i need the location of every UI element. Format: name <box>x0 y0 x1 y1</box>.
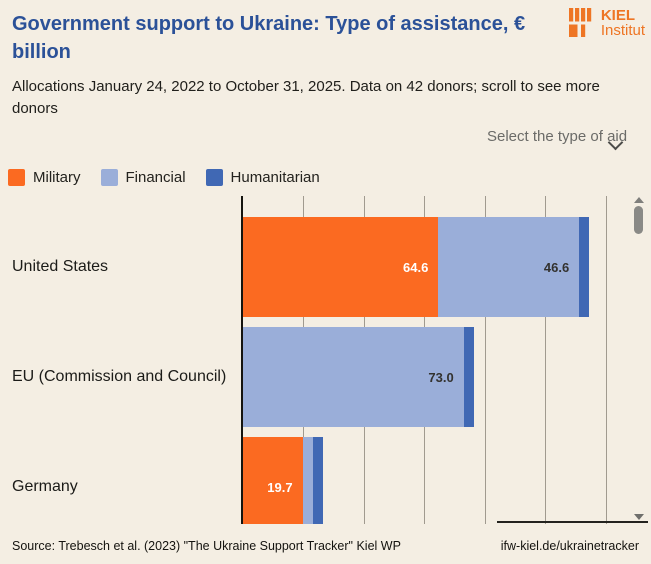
bar-row[interactable]: 19.7 <box>243 437 324 524</box>
bar-segment-humanitarian[interactable] <box>312 437 324 524</box>
gridline-80 <box>484 196 486 524</box>
bar-segment-financial[interactable]: 73.0 <box>243 327 464 427</box>
category-label: EU (Commission and Council) <box>12 368 227 385</box>
aid-type-select[interactable]: Select the type of aid <box>487 127 637 151</box>
category-labels: United States EU (Commission and Council)… <box>0 196 241 524</box>
bar-value-label: 64.6 <box>403 259 429 275</box>
legend-label: Humanitarian <box>230 169 320 186</box>
bar-segment-military[interactable]: 64.6 <box>243 217 439 317</box>
legend-label: Military <box>33 169 81 186</box>
subtitle: Allocations January 24, 2022 to October … <box>12 78 600 117</box>
bar-chart-plot: 64.6 46.6 73.0 19.7 <box>241 196 624 524</box>
legend-item-humanitarian: Humanitarian <box>205 169 320 186</box>
scroll-down-arrow-icon[interactable] <box>634 514 644 520</box>
kiel-logo-line1: KIEL <box>600 7 635 24</box>
source-note: Source: Trebesch et al. (2023) "The Ukra… <box>12 539 401 553</box>
tracker-link[interactable]: ifw-kiel.de/ukrainetracker <box>500 539 639 553</box>
legend-swatch-financial <box>100 169 118 186</box>
gridline-120 <box>605 196 607 524</box>
legend-item-financial: Financial <box>100 169 186 186</box>
legend-label: Financial <box>125 169 186 186</box>
bar-segment-military[interactable]: 19.7 <box>243 437 303 524</box>
bar-segment-financial[interactable] <box>302 437 313 524</box>
bar-segment-humanitarian[interactable] <box>579 217 590 317</box>
bar-segment-humanitarian[interactable] <box>463 327 474 427</box>
bar-row[interactable]: 73.0 <box>243 327 474 427</box>
scroll-up-arrow-icon[interactable] <box>634 197 644 203</box>
bar-value-label: 19.7 <box>267 479 293 495</box>
category-label: Germany <box>12 478 78 495</box>
bar-value-label: 46.6 <box>543 259 570 275</box>
kiel-logo-text: KIEL Institut <box>601 8 645 38</box>
footer: Source: Trebesch et al. (2023) "The Ukra… <box>12 539 639 553</box>
category-label: United States <box>12 258 109 275</box>
page-title: Government support to Ukraine: Type of a… <box>12 13 526 63</box>
legend-swatch-humanitarian <box>205 169 223 186</box>
legend: Military Financial Humanitarian <box>8 169 320 186</box>
legend-item-military: Military <box>8 169 81 186</box>
vertical-scrollbar[interactable] <box>630 196 648 524</box>
kiel-institut-logo[interactable]: KIEL Institut <box>568 8 645 39</box>
aid-select-label: Select the type of aid <box>487 128 628 145</box>
kiel-logo-line2: Institut <box>600 22 645 39</box>
legend-swatch-military <box>8 169 25 186</box>
bar-value-label: 73.0 <box>428 369 454 385</box>
scrollbar-thumb[interactable] <box>634 206 643 234</box>
kiel-logo-bars-icon <box>568 8 592 37</box>
chart-bottom-border <box>497 521 648 523</box>
bar-row[interactable]: 64.6 46.6 <box>243 217 590 317</box>
gridline-100 <box>545 196 547 524</box>
bar-segment-financial[interactable]: 46.6 <box>438 217 580 317</box>
